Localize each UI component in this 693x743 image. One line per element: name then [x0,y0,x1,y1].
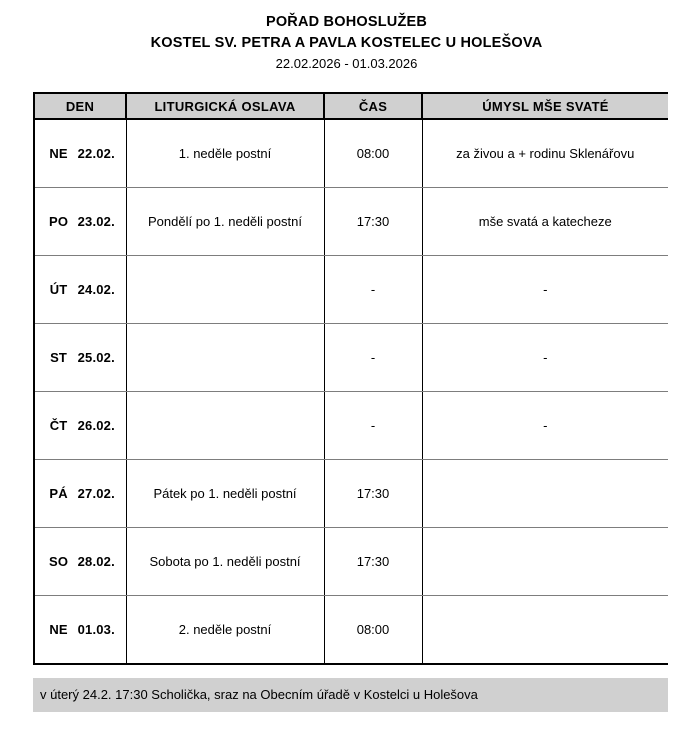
cell-intention [422,459,668,528]
page-title-line-2: KOSTEL SV. PETRA A PAVLA KOSTELEC U HOLE… [150,35,543,51]
cell-liturgy: Pondělí po 1. neděli postní [126,187,325,256]
day-of-week: PO [48,214,69,229]
cell-liturgy: 1. neděle postní [126,119,325,188]
cell-intention [422,527,668,596]
day-date: 27.02. [77,486,115,501]
cell-liturgy: 2. neděle postní [126,595,325,663]
cell-intention: mše svatá a katecheze [422,187,668,256]
table-row: NE 22.02. 1. neděle postní 08:00 za živou a … [35,119,668,188]
cell-intention: - [422,323,668,392]
table-header: DEN LITURGICKÁ OSLAVA ČAS ÚMYSL MŠE SVAT… [35,94,668,120]
cell-intention: - [422,391,668,460]
table-header-row: DEN LITURGICKÁ OSLAVA ČAS ÚMYSL MŠE SVAT… [35,94,668,120]
date-range-subtitle: 22.02.2026 - 01.03.2026 [275,56,418,71]
document-heading: POŘAD BOHOSLUŽEB KOSTEL SV. PETRA A PAVL… [0,0,693,74]
cell-liturgy [126,323,325,392]
day-date: 22.02. [77,146,115,161]
page-title-line-1: POŘAD BOHOSLUŽEB [265,14,428,30]
cell-day: SO 28.02. [35,527,127,596]
cell-day: ČT 26.02. [35,391,127,460]
cell-time: 17:30 [324,187,423,256]
schedule-table: DEN LITURGICKÁ OSLAVA ČAS ÚMYSL MŠE SVAT… [35,94,668,663]
cell-time: 17:30 [324,459,423,528]
cell-time: 08:00 [324,119,423,188]
cell-intention: - [422,255,668,324]
cell-intention: za živou a + rodinu Sklenářovu [422,119,668,188]
cell-liturgy: Pátek po 1. neděli postní [126,459,325,528]
cell-time: 17:30 [324,527,423,596]
cell-time: - [324,255,423,324]
day-of-week: ČT [49,418,68,433]
table-row: PÁ 27.02. Pátek po 1. neděli postní 17:30 [35,459,668,528]
cell-day: PO 23.02. [35,187,127,256]
column-header-liturgy: LITURGICKÁ OSLAVA [126,94,325,120]
column-header-day: DEN [35,94,127,120]
cell-day: ST 25.02. [35,323,127,392]
footer-note: v úterý 24.2. 17:30 Scholička, sraz na O… [33,678,668,712]
cell-intention [422,595,668,663]
day-of-week: SO [48,554,69,569]
cell-day: ÚT 24.02. [35,255,127,324]
table-body: NE 22.02. 1. neděle postní 08:00 za živou a … [35,119,668,663]
cell-day: NE 22.02. [35,119,127,188]
cell-time: 08:00 [324,595,423,663]
table-row: NE 01.03. 2. neděle postní 08:00 [35,595,668,663]
cell-liturgy [126,255,325,324]
day-date: 26.02. [77,418,115,433]
table-row: ST 25.02. - - [35,323,668,392]
day-date: 24.02. [77,282,115,297]
table-row: SO 28.02. Sobota po 1. neděli postní 17:30 [35,527,668,596]
cell-day: NE 01.03. [35,595,127,663]
day-of-week: ÚT [49,282,68,297]
day-date: 01.03. [77,622,115,637]
table-row: PO 23.02. Pondělí po 1. neděli postní 17:30… [35,187,668,256]
day-date: 25.02. [77,350,115,365]
cell-liturgy [126,391,325,460]
column-header-intention: ÚMYSL MŠE SVATÉ [422,94,668,120]
day-date: 23.02. [77,214,115,229]
day-of-week: ST [50,350,68,365]
column-header-time: ČAS [324,94,423,120]
schedule-table-frame: DEN LITURGICKÁ OSLAVA ČAS ÚMYSL MŠE SVAT… [33,92,668,665]
cell-time: - [324,391,423,460]
day-of-week: NE [49,146,68,161]
cell-day: PÁ 27.02. [35,459,127,528]
cell-time: - [324,323,423,392]
table-row: ČT 26.02. - - [35,391,668,460]
cell-liturgy: Sobota po 1. neděli postní [126,527,325,596]
table-row: ÚT 24.02. - - [35,255,668,324]
day-date: 28.02. [77,554,115,569]
day-of-week: NE [49,622,68,637]
day-of-week: PÁ [49,486,68,501]
